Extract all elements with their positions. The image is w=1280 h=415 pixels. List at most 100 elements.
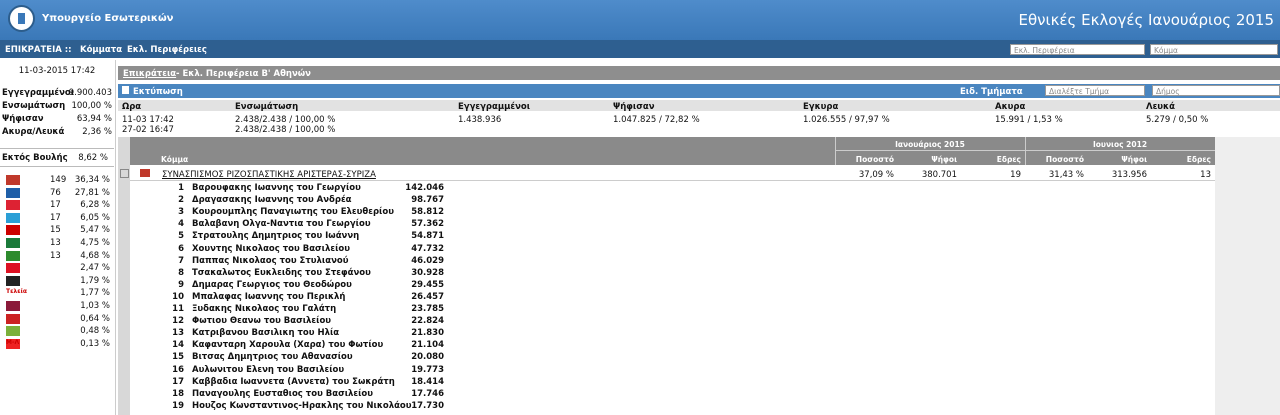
candidate-rank: 4 (178, 219, 184, 230)
party-percent: 1,79 % (80, 275, 110, 286)
candidate-name: Τσακαλωτος Ευκλειδης του Στεφάνου (192, 267, 371, 278)
candidate-name: Μπαλαφας Ιωαννης του Περικλή (192, 291, 346, 302)
summary-header: Λευκά (1146, 102, 1175, 112)
party-value: 380.701 (921, 170, 957, 180)
candidate-rank: 14 (172, 340, 184, 351)
print-link[interactable]: Εκτύπωση (133, 87, 183, 97)
party-percent: 5,47 % (80, 225, 110, 236)
candidate-votes: 23.785 (411, 304, 444, 314)
candidate-votes: 98.767 (411, 195, 444, 206)
logo-emblem (18, 13, 25, 24)
stat-value: 9.900.403 (68, 88, 112, 98)
party-percent: 6,28 % (80, 200, 110, 211)
sub-header: Εδρες (1186, 155, 1211, 164)
candidate-votes: 20.080 (411, 352, 444, 363)
party-value: 13 (1200, 170, 1211, 180)
candidate-votes: 19.773 (411, 364, 444, 375)
candidate-name: Ηουζος Κωνσταντινος-Ηρακλης του Νικολάου (192, 400, 412, 411)
input[interactable]: Διαλέξτε Τμήμα (1045, 85, 1145, 96)
breadcrumb-bar (118, 66, 1280, 80)
candidate-rank: 18 (172, 388, 184, 399)
party-seats: 76 (50, 187, 61, 198)
candidate-rank: 7 (178, 255, 184, 266)
sidebar-rule (0, 166, 114, 167)
party-percent: 4,75 % (80, 238, 110, 248)
select[interactable]: Κόμμα (1150, 44, 1278, 55)
summary-cell: 1.438.936 (458, 115, 502, 125)
party-percent: 0,48 % (80, 326, 110, 337)
summary-cell: 1.047.825 / 72,82 % (613, 115, 700, 125)
candidate-name: Φωτιου Θεανω του Βασιλείου (192, 316, 332, 327)
candidate-votes: 54.871 (411, 231, 444, 242)
candidate-name: Καφανταρη Χαρουλα (Χαρα) του Φωτίου (192, 340, 384, 351)
nav-link[interactable]: Εκλ. Περιφέρειες (127, 45, 207, 55)
party-icon: Μ-Λ (6, 338, 20, 349)
party-icon (6, 301, 20, 311)
candidate-rank: 11 (172, 304, 184, 314)
summary-cell: 2.438/2.438 / 100,00 % (235, 125, 336, 135)
party-percent: 2,47 % (80, 263, 110, 274)
summary-cell: 15.991 / 1,53 % (995, 115, 1063, 125)
group-header: Ιουνιος 2012 (1092, 140, 1148, 149)
summary-cell: 11-03 17:42 (122, 115, 174, 125)
party-value: 37,09 % (858, 170, 894, 180)
party-value: 19 (1010, 170, 1021, 180)
party-icon (6, 326, 20, 337)
toolbar-bar (118, 84, 1280, 98)
candidate-votes: 29.455 (411, 279, 444, 290)
nav-link[interactable]: Κόμματα (80, 45, 123, 55)
sub-header: Ψήφοι (1121, 155, 1147, 164)
candidate-name: Βαλαβανη Ολγα-Ναντια του Γεωργίου (192, 219, 371, 230)
party-seats: 13 (50, 238, 61, 248)
party-name[interactable]: ΣΥΝΑΣΠΙΣΜΟΣ ΡΙΖΟΣΠΑΣΤΙΚΗΣ ΑΡΙΣΤΕΡΑΣ-ΣΥΡΙ… (162, 170, 376, 180)
summary-header: Ψήφισαν (613, 102, 655, 112)
sub-header: Ποσοστό (1045, 155, 1084, 164)
party-seats: 17 (50, 200, 61, 211)
candidate-name: Δημαρας Γεωργιος του Θεοδώρου (192, 279, 352, 290)
candidate-votes: 17.730 (411, 400, 444, 411)
party-seats: 149 (50, 175, 67, 185)
party-seats: 15 (50, 225, 61, 236)
stat-value: 2,36 % (82, 127, 112, 137)
stat-label: Εκτός Βουλής (2, 153, 68, 163)
candidate-name: Παναγουλης Ευσταθιος του Βασιλείου (192, 388, 374, 399)
party-percent: 4,68 % (80, 250, 110, 261)
party-icon: Τελεία (6, 288, 27, 299)
results-left-strip (118, 137, 130, 415)
candidate-votes: 17.746 (411, 388, 444, 399)
candidate-votes: 57.362 (411, 219, 444, 230)
stat-label: Εγγεγραμμένοι (2, 88, 75, 98)
party-percent: 1,03 % (80, 301, 110, 311)
party-percent: 0,13 % (80, 338, 110, 349)
candidate-rank: 8 (178, 267, 184, 278)
summary-cell: 5.279 / 0,50 % (1146, 115, 1209, 125)
summary-cell: 1.026.555 / 97,97 % (803, 115, 890, 125)
candidate-name: Καββαδια Ιωαννετα (Αννετα) του Σωκράτη (192, 376, 395, 387)
party-icon (140, 169, 150, 177)
breadcrumb-text: - Εκλ. Περιφέρεια Β' Αθηνών (176, 69, 311, 79)
party-icon (6, 263, 20, 274)
candidate-rank: 9 (178, 279, 184, 290)
summary-header: Ακυρα (995, 102, 1026, 112)
party-percent: 0,64 % (80, 313, 110, 324)
stat-label: Ενσωμάτωση (2, 101, 66, 111)
party-icon (6, 212, 20, 223)
stat-label: Ψήφισαν (2, 114, 44, 124)
breadcrumb-link[interactable]: Επικράτεια (123, 69, 177, 79)
summary-cell: 2.438/2.438 / 100,00 % (235, 115, 336, 125)
candidate-rank: 17 (172, 376, 184, 387)
candidate-name: Δραγασακης Ιωαννης του Ανδρέα (192, 195, 352, 206)
candidate-rank: 5 (178, 231, 184, 242)
party-value: 31,43 % (1048, 170, 1084, 180)
select[interactable]: Εκλ. Περιφέρεια (1010, 44, 1145, 55)
party-percent: 27,81 % (74, 187, 110, 198)
expand-toggle[interactable] (120, 169, 129, 178)
candidate-name: Κατριβανου Βασιλικη του Ηλία (192, 328, 340, 339)
candidate-name: Ξυδακης Νικολαος του Γαλάτη (192, 304, 337, 314)
party-icon (6, 275, 20, 286)
candidate-votes: 142.046 (405, 183, 444, 193)
input[interactable]: Δήμος (1152, 85, 1280, 96)
party-value: 313.956 (1111, 170, 1147, 180)
stat-value: 63,94 % (76, 114, 112, 124)
